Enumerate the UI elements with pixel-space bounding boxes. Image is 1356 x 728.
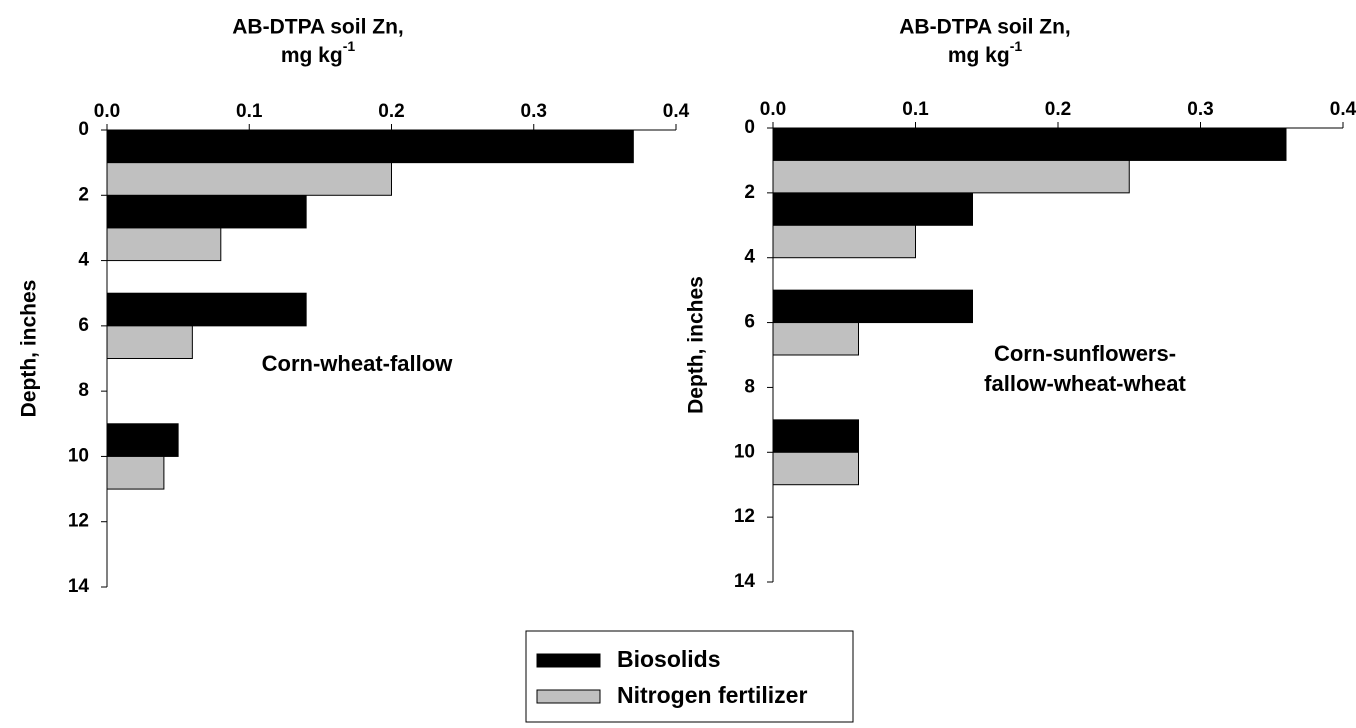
x-axis-unit-sup: -1 (343, 38, 356, 54)
x-tick-label: 0.4 (1330, 99, 1356, 120)
annotation: fallow-wheat-wheat (984, 371, 1186, 396)
x-tick-label: 0.4 (663, 101, 690, 122)
bar (772, 224, 916, 259)
x-axis-unit-text: mg kg (948, 44, 1010, 67)
x-tick-label: 0.1 (902, 99, 929, 120)
legend-swatch (536, 653, 601, 668)
x-tick-label: 0.0 (94, 101, 120, 122)
bar (772, 159, 1130, 194)
y-tick-label: 14 (734, 571, 756, 592)
y-tick-label: 0 (744, 117, 755, 138)
y-tick-label: 6 (744, 312, 755, 333)
y-tick-label: 6 (78, 315, 89, 336)
x-tick-label: 0.1 (236, 101, 263, 122)
legend-label: Biosolids (617, 646, 721, 672)
y-tick-label: 8 (744, 376, 755, 397)
y-tick-label: 4 (744, 247, 755, 268)
bar (106, 227, 222, 262)
y-tick-label: 4 (78, 250, 89, 271)
bar (772, 192, 973, 226)
bar (772, 419, 859, 453)
y-tick-label: 2 (78, 184, 89, 205)
legend-swatch (536, 689, 601, 704)
y-tick-label: 0 (78, 119, 89, 140)
bar (106, 325, 193, 360)
bar (106, 129, 634, 164)
bar (772, 322, 859, 356)
x-axis-unit: mg kg-1 (948, 38, 1023, 67)
bar (106, 455, 165, 490)
y-axis-label: Depth, inches (685, 276, 708, 414)
bar (772, 451, 859, 486)
x-tick-label: 0.2 (1045, 99, 1071, 120)
y-tick-label: 12 (68, 511, 89, 532)
y-tick-label: 8 (78, 380, 89, 401)
bar (106, 162, 392, 196)
bar (106, 423, 179, 457)
bar (772, 127, 1287, 161)
x-axis-unit-text: mg kg (281, 44, 343, 67)
y-tick-label: 10 (734, 441, 755, 462)
x-axis-unit-sup: -1 (1010, 38, 1023, 54)
y-axis-label: Depth, inches (18, 280, 41, 418)
bar (106, 194, 307, 229)
x-tick-label: 0.0 (760, 99, 786, 120)
annotation: Corn-sunflowers- (994, 341, 1176, 366)
x-tick-label: 0.3 (521, 101, 547, 122)
bar (106, 292, 307, 327)
y-tick-label: 2 (744, 182, 755, 203)
x-tick-label: 0.2 (378, 101, 404, 122)
y-tick-label: 14 (68, 576, 90, 597)
x-axis-label: AB-DTPA soil Zn, (899, 16, 1071, 39)
legend-label: Nitrogen fertilizer (617, 682, 807, 708)
x-axis-unit: mg kg-1 (281, 38, 356, 67)
y-tick-label: 10 (68, 445, 89, 466)
y-tick-label: 12 (734, 506, 755, 527)
x-axis-label: AB-DTPA soil Zn, (232, 16, 404, 39)
annotation: Corn-wheat-fallow (262, 351, 454, 376)
legend-box (525, 630, 854, 723)
bar (772, 289, 973, 324)
x-tick-label: 0.3 (1187, 99, 1213, 120)
